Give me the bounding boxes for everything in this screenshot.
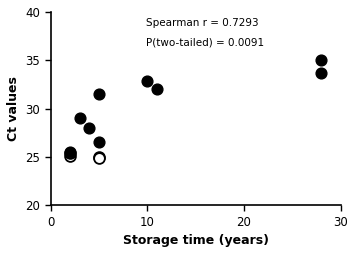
Point: [96, 156, 102, 160]
Point: [67, 154, 73, 158]
Point: [67, 151, 73, 155]
Point: [77, 116, 83, 120]
Point: [318, 71, 324, 75]
X-axis label: Storage time (years): Storage time (years): [123, 234, 269, 247]
Y-axis label: Ct values: Ct values: [7, 76, 20, 141]
Point: [67, 150, 73, 154]
Point: [96, 155, 102, 159]
Point: [96, 140, 102, 144]
Point: [318, 58, 324, 62]
Text: P(two-tailed) = 0.0091: P(two-tailed) = 0.0091: [147, 37, 264, 47]
Point: [144, 78, 150, 83]
Point: [154, 87, 160, 91]
Point: [87, 126, 92, 130]
Point: [96, 92, 102, 96]
Text: Spearman r = 0.7293: Spearman r = 0.7293: [147, 18, 259, 28]
